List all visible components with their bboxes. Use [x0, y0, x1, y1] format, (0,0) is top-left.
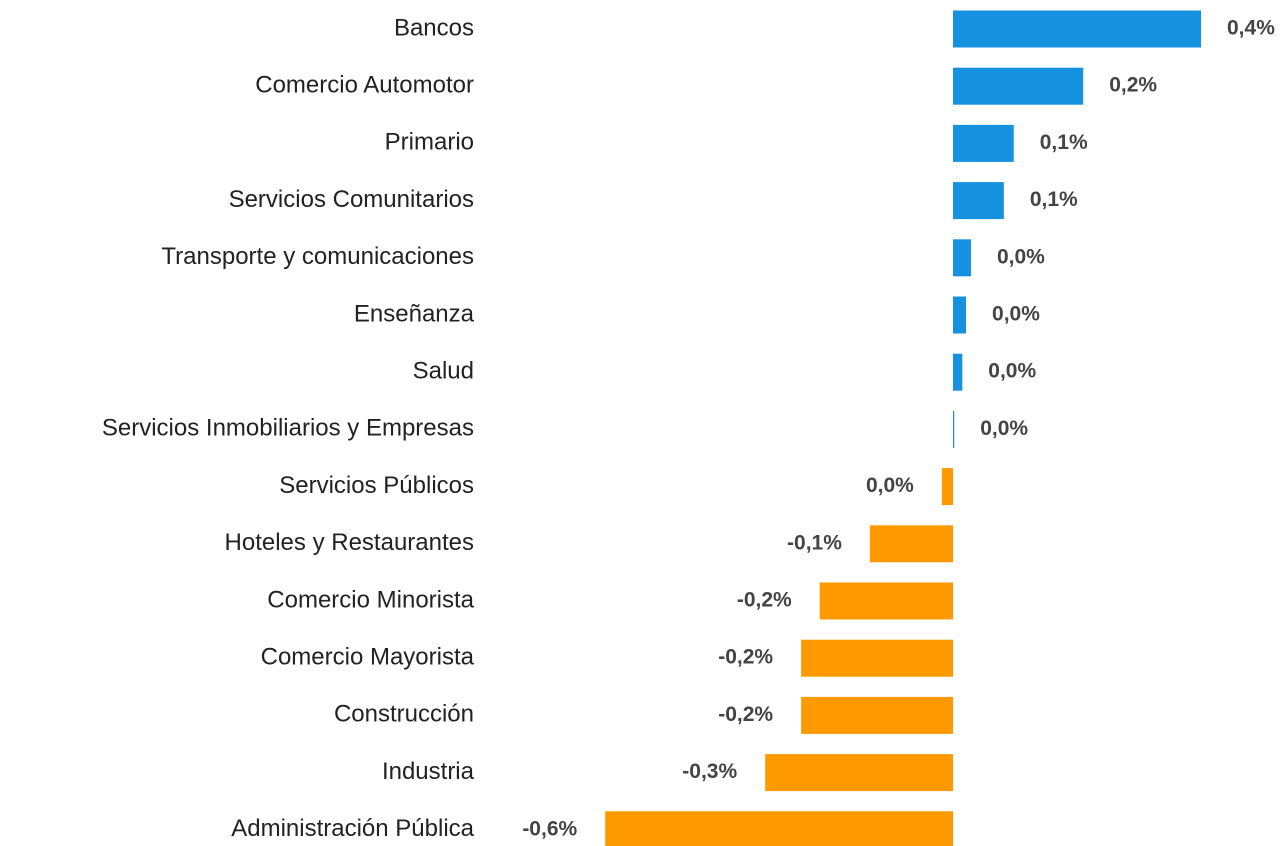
category-label: Administración Pública	[231, 815, 474, 842]
bar	[605, 811, 953, 846]
category-label: Construcción	[334, 701, 474, 728]
bar	[953, 67, 1084, 105]
value-label: -0,2%	[737, 589, 792, 612]
bar	[941, 468, 953, 506]
category-label: Industria	[382, 758, 475, 785]
value-label: -0,6%	[522, 817, 577, 840]
category-label: Enseñanza	[354, 300, 475, 327]
bar	[953, 353, 963, 391]
bar	[765, 754, 953, 792]
category-label: Servicios Inmobiliarios y Empresas	[102, 415, 474, 442]
value-label: 0,2%	[1109, 74, 1157, 97]
value-label: 0,1%	[1040, 131, 1088, 154]
category-label: Primario	[385, 129, 474, 156]
value-label: 0,0%	[992, 303, 1040, 326]
bar	[801, 639, 953, 677]
bar	[819, 582, 953, 620]
bar	[953, 124, 1014, 162]
category-label: Transporte y comunicaciones	[161, 243, 474, 270]
category-label: Bancos	[394, 14, 474, 41]
bar	[953, 10, 1201, 48]
bar	[953, 410, 955, 448]
value-label: -0,3%	[682, 760, 737, 783]
value-label: -0,1%	[787, 531, 842, 554]
value-label: 0,0%	[866, 474, 914, 497]
category-label: Servicios Públicos	[279, 472, 474, 499]
bar	[869, 525, 953, 563]
value-label: 0,4%	[1227, 17, 1275, 40]
value-label: 0,1%	[1030, 188, 1078, 211]
value-label: 0,0%	[997, 245, 1045, 268]
value-label: -0,2%	[718, 703, 773, 726]
value-label: 0,0%	[980, 417, 1028, 440]
category-label: Salud	[413, 358, 474, 385]
category-label: Servicios Comunitarios	[229, 186, 474, 213]
bar	[801, 696, 953, 734]
bar	[953, 296, 967, 334]
category-label: Hoteles y Restaurantes	[225, 529, 474, 556]
category-label: Comercio Minorista	[267, 586, 474, 613]
bar	[953, 182, 1004, 220]
value-label: -0,2%	[718, 646, 773, 669]
category-label: Comercio Automotor	[255, 72, 474, 99]
value-label: 0,0%	[988, 360, 1036, 383]
category-label: Comercio Mayorista	[261, 644, 475, 671]
bar	[953, 239, 971, 277]
